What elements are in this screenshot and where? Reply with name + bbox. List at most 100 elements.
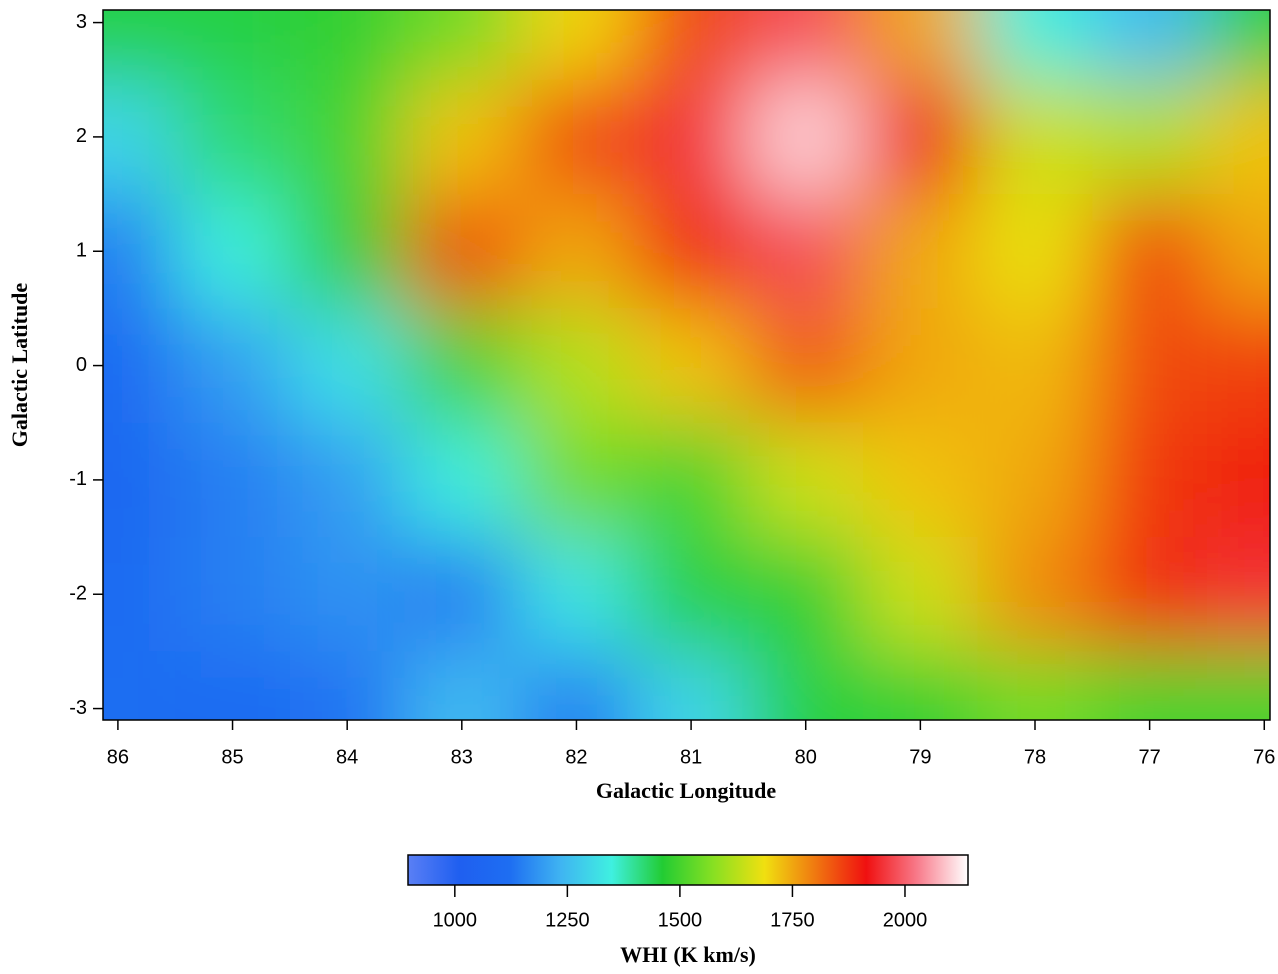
heat-cell bbox=[748, 10, 865, 81]
heat-cell bbox=[633, 308, 750, 424]
heat-cell bbox=[748, 537, 865, 653]
heat-cell bbox=[863, 79, 979, 196]
heat-cell bbox=[175, 79, 291, 196]
y-tick-label: -2 bbox=[69, 583, 87, 605]
heat-cell bbox=[404, 79, 521, 196]
heat-cell bbox=[1206, 422, 1270, 539]
heat-cell bbox=[977, 422, 1094, 539]
heat-cell bbox=[1092, 651, 1208, 720]
heat-cell bbox=[977, 651, 1094, 720]
heat-cell bbox=[404, 10, 521, 81]
heat-cell bbox=[1206, 308, 1270, 424]
heat-cell bbox=[863, 422, 979, 539]
heat-cell bbox=[748, 422, 865, 539]
heat-cell bbox=[103, 308, 177, 424]
heat-cell bbox=[404, 537, 521, 653]
heat-cell bbox=[633, 194, 750, 310]
heat-cell bbox=[633, 422, 750, 539]
heat-cell bbox=[748, 308, 865, 424]
colorbar-tick-label: 1750 bbox=[770, 909, 815, 931]
heat-cell bbox=[175, 194, 291, 310]
heat-cell bbox=[633, 10, 750, 81]
heat-cell bbox=[103, 537, 177, 653]
heat-cell bbox=[863, 537, 979, 653]
heat-cell bbox=[103, 422, 177, 539]
y-tick-label: 2 bbox=[76, 125, 87, 147]
heat-cell bbox=[863, 651, 979, 720]
colorbar-tick-label: 2000 bbox=[883, 909, 928, 931]
x-tick-label: 76 bbox=[1253, 746, 1275, 768]
heat-cell bbox=[1092, 10, 1208, 81]
x-tick-label: 81 bbox=[680, 746, 702, 768]
heat-cell bbox=[1092, 194, 1208, 310]
heat-cell bbox=[175, 537, 291, 653]
heat-cell bbox=[289, 10, 406, 81]
heat-cell bbox=[289, 194, 406, 310]
colorbar-label: WHI (K km/s) bbox=[620, 942, 756, 967]
x-tick-label: 85 bbox=[221, 746, 243, 768]
heat-cell bbox=[103, 79, 177, 196]
heat-cell bbox=[404, 308, 521, 424]
heat-cell bbox=[863, 10, 979, 81]
heat-cell bbox=[519, 422, 635, 539]
heat-cell bbox=[977, 79, 1094, 196]
heat-cell bbox=[103, 651, 177, 720]
x-tick-label: 83 bbox=[451, 746, 473, 768]
x-tick-label: 79 bbox=[909, 746, 931, 768]
x-tick-label: 77 bbox=[1139, 746, 1161, 768]
heat-cell bbox=[977, 537, 1094, 653]
heat-cell bbox=[175, 10, 291, 81]
heat-cell bbox=[1206, 79, 1270, 196]
y-tick-label: 3 bbox=[76, 11, 87, 33]
heat-cell bbox=[289, 651, 406, 720]
x-axis-label: Galactic Longitude bbox=[596, 778, 777, 803]
heat-cell bbox=[103, 194, 177, 310]
heat-cell bbox=[863, 194, 979, 310]
x-tick-label: 82 bbox=[565, 746, 587, 768]
heat-cell bbox=[404, 194, 521, 310]
heat-cell bbox=[748, 651, 865, 720]
heat-cell bbox=[289, 537, 406, 653]
heat-cell bbox=[1092, 79, 1208, 196]
heat-cell bbox=[519, 79, 635, 196]
heat-cell bbox=[1206, 651, 1270, 720]
heatmap bbox=[103, 10, 1270, 720]
colorbar-tick-label: 1500 bbox=[658, 909, 703, 931]
heat-cell bbox=[977, 308, 1094, 424]
heat-cell bbox=[519, 537, 635, 653]
heat-cell bbox=[404, 651, 521, 720]
heat-cell bbox=[1092, 537, 1208, 653]
heat-cell bbox=[1206, 537, 1270, 653]
heat-cell bbox=[748, 79, 865, 196]
heat-cell bbox=[519, 10, 635, 81]
heat-cell bbox=[289, 79, 406, 196]
heat-cell bbox=[175, 308, 291, 424]
colorbar-tick-label: 1250 bbox=[545, 909, 590, 931]
y-tick-label: -3 bbox=[69, 697, 87, 719]
heat-cell bbox=[175, 651, 291, 720]
y-tick-label: -1 bbox=[69, 468, 87, 490]
heat-cell bbox=[977, 194, 1094, 310]
heat-cell bbox=[863, 308, 979, 424]
heat-cell bbox=[519, 194, 635, 310]
heat-cell bbox=[175, 422, 291, 539]
x-tick-label: 86 bbox=[107, 746, 129, 768]
heat-cell bbox=[1206, 10, 1270, 81]
x-tick-label: 78 bbox=[1024, 746, 1046, 768]
y-axis-label: Galactic Latitude bbox=[7, 283, 32, 448]
heat-cell bbox=[633, 651, 750, 720]
heat-cell bbox=[748, 194, 865, 310]
y-tick-label: 0 bbox=[76, 354, 87, 376]
heat-cell bbox=[1092, 308, 1208, 424]
colorbar-tick-label: 1000 bbox=[433, 909, 478, 931]
heat-cell bbox=[404, 422, 521, 539]
heat-cell bbox=[633, 537, 750, 653]
heat-cell bbox=[1206, 194, 1270, 310]
heat-cell bbox=[1092, 422, 1208, 539]
heat-cell bbox=[103, 10, 177, 81]
heat-cell bbox=[289, 422, 406, 539]
heat-cell bbox=[289, 308, 406, 424]
heat-cell bbox=[519, 308, 635, 424]
heat-cell bbox=[977, 10, 1094, 81]
